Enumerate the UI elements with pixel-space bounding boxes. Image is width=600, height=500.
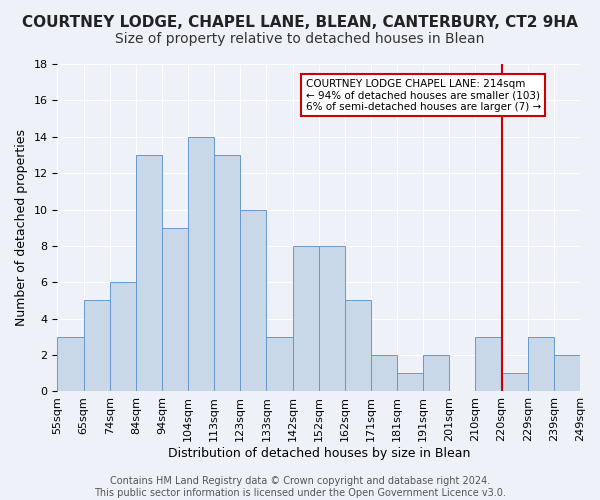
Text: COURTNEY LODGE, CHAPEL LANE, BLEAN, CANTERBURY, CT2 9HA: COURTNEY LODGE, CHAPEL LANE, BLEAN, CANT… <box>22 15 578 30</box>
Bar <box>423 355 449 392</box>
Bar <box>214 155 241 392</box>
Bar <box>136 155 162 392</box>
Bar <box>319 246 345 392</box>
Y-axis label: Number of detached properties: Number of detached properties <box>15 129 28 326</box>
Bar <box>293 246 319 392</box>
Text: Contains HM Land Registry data © Crown copyright and database right 2024.
This p: Contains HM Land Registry data © Crown c… <box>94 476 506 498</box>
Bar <box>475 337 502 392</box>
Bar <box>371 355 397 392</box>
X-axis label: Distribution of detached houses by size in Blean: Distribution of detached houses by size … <box>167 447 470 460</box>
Bar <box>162 228 188 392</box>
Bar <box>554 355 580 392</box>
Bar <box>397 374 423 392</box>
Bar <box>110 282 136 392</box>
Bar <box>266 337 293 392</box>
Bar <box>58 337 83 392</box>
Bar <box>241 210 266 392</box>
Bar <box>345 300 371 392</box>
Bar <box>528 337 554 392</box>
Bar <box>502 374 528 392</box>
Bar <box>188 137 214 392</box>
Text: COURTNEY LODGE CHAPEL LANE: 214sqm
← 94% of detached houses are smaller (103)
6%: COURTNEY LODGE CHAPEL LANE: 214sqm ← 94%… <box>305 78 541 112</box>
Bar <box>83 300 110 392</box>
Text: Size of property relative to detached houses in Blean: Size of property relative to detached ho… <box>115 32 485 46</box>
